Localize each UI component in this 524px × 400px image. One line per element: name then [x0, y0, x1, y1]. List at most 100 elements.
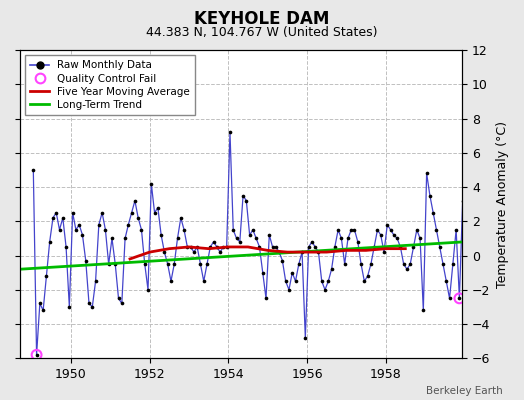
Point [419, 307, 428, 314]
Point [219, 244, 227, 250]
Point [291, 278, 300, 284]
Point [98, 210, 106, 216]
Point [134, 215, 143, 221]
Point [383, 222, 391, 228]
Point [104, 261, 113, 267]
Point [32, 352, 41, 358]
Point [29, 167, 38, 173]
Point [351, 227, 359, 233]
Point [101, 227, 110, 233]
Point [167, 278, 175, 284]
Point [190, 249, 198, 255]
Point [278, 258, 287, 264]
Point [311, 244, 319, 250]
Point [386, 227, 395, 233]
Point [236, 239, 244, 245]
Point [59, 215, 67, 221]
Point [442, 278, 451, 284]
Point [252, 235, 260, 242]
Point [255, 244, 264, 250]
Point [360, 278, 368, 284]
Point [91, 278, 100, 284]
Point [82, 258, 90, 264]
Point [62, 244, 70, 250]
Point [75, 222, 83, 228]
Point [239, 192, 247, 199]
Point [140, 261, 149, 267]
Point [39, 307, 47, 314]
Point [377, 232, 385, 238]
Point [435, 244, 444, 250]
Point [121, 235, 129, 242]
Point [334, 227, 342, 233]
Point [147, 180, 156, 187]
Point [364, 273, 372, 279]
Point [370, 244, 378, 250]
Point [154, 204, 162, 211]
Point [242, 198, 250, 204]
Point [88, 304, 96, 310]
Point [206, 244, 214, 250]
Point [449, 261, 457, 267]
Point [49, 215, 57, 221]
Point [137, 227, 146, 233]
Point [36, 300, 44, 307]
Point [347, 227, 355, 233]
Point [308, 239, 316, 245]
Point [416, 235, 424, 242]
Point [177, 215, 185, 221]
Point [445, 295, 454, 302]
Point [117, 300, 126, 307]
Point [85, 300, 93, 307]
Point [412, 227, 421, 233]
Point [324, 278, 333, 284]
Point [341, 261, 349, 267]
Point [455, 295, 464, 302]
Point [56, 227, 64, 233]
Point [393, 235, 401, 242]
Point [328, 266, 336, 272]
Point [406, 261, 414, 267]
Point [187, 244, 195, 250]
Point [321, 286, 329, 293]
Point [226, 129, 234, 136]
Point [452, 227, 460, 233]
Point [130, 198, 139, 204]
Point [294, 261, 303, 267]
Point [422, 170, 431, 176]
Point [429, 210, 438, 216]
Text: 44.383 N, 104.767 W (United States): 44.383 N, 104.767 W (United States) [146, 26, 378, 39]
Point [271, 244, 280, 250]
Point [245, 232, 254, 238]
Point [403, 266, 411, 272]
Point [288, 270, 297, 276]
Point [65, 304, 73, 310]
Text: Berkeley Earth: Berkeley Earth [427, 386, 503, 396]
Point [183, 244, 192, 250]
Point [223, 244, 231, 250]
Point [455, 295, 464, 302]
Point [52, 210, 60, 216]
Point [432, 227, 441, 233]
Point [390, 232, 398, 238]
Point [163, 261, 172, 267]
Point [127, 210, 136, 216]
Point [114, 295, 123, 302]
Point [258, 270, 267, 276]
Point [173, 235, 182, 242]
Point [78, 232, 86, 238]
Point [216, 249, 224, 255]
Point [170, 261, 179, 267]
Point [425, 192, 434, 199]
Point [344, 235, 352, 242]
Point [354, 239, 362, 245]
Point [357, 261, 365, 267]
Point [331, 244, 339, 250]
Point [69, 210, 77, 216]
Point [265, 232, 274, 238]
Point [196, 261, 205, 267]
Point [301, 334, 310, 341]
Point [72, 227, 80, 233]
Point [108, 235, 116, 242]
Point [409, 244, 418, 250]
